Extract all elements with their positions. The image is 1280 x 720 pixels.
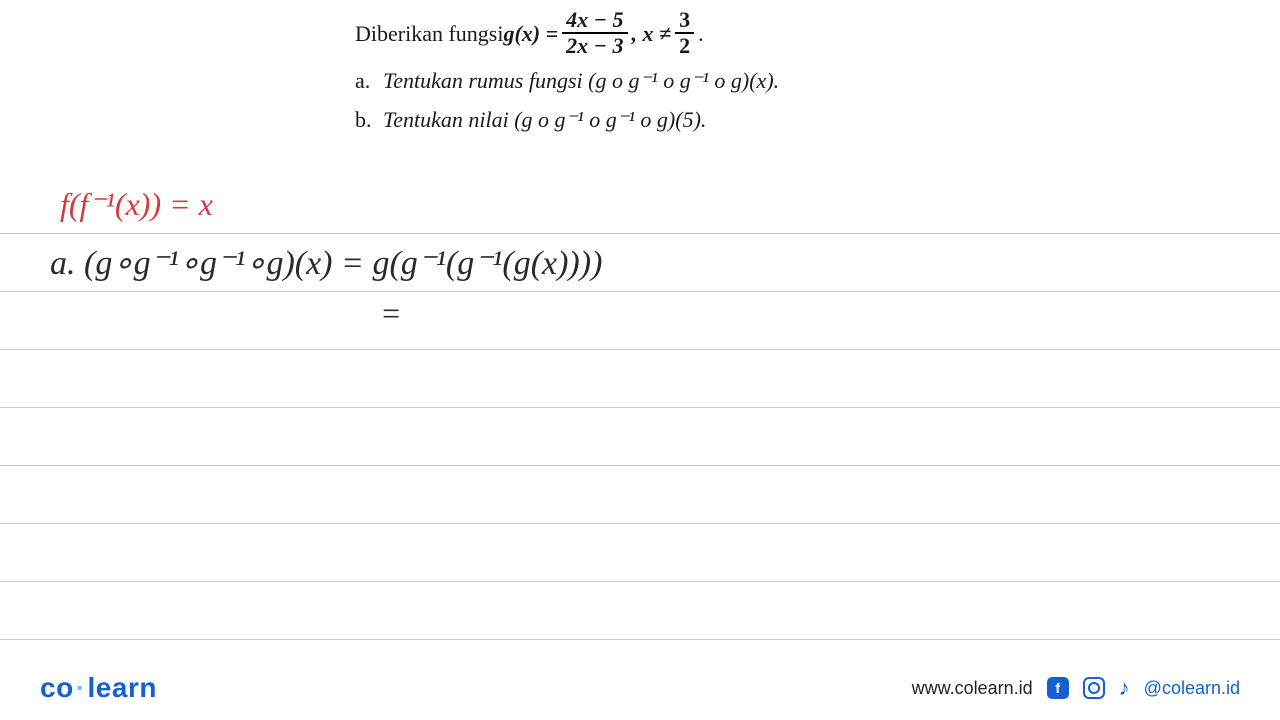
frac-num: 4x − 5 <box>562 8 627 34</box>
ruled-line <box>0 639 1280 640</box>
label-a: a. <box>355 64 383 97</box>
brand-left: co <box>40 672 74 703</box>
ruled-line <box>0 407 1280 408</box>
text-b: Tentukan nilai (g o g⁻¹ o g⁻¹ o g)(5). <box>383 103 706 136</box>
footer-url: www.colearn.id <box>912 678 1033 699</box>
instagram-icon <box>1083 677 1105 699</box>
func-lhs: g(x) = <box>503 17 558 50</box>
frac2-num: 3 <box>675 8 694 34</box>
frac2-den: 2 <box>675 34 694 58</box>
footer-handle: @colearn.id <box>1144 678 1240 699</box>
intro-prefix: Diberikan fungsi <box>355 17 503 50</box>
brand-right: learn <box>88 672 157 703</box>
problem-statement: Diberikan fungsi g(x) = 4x − 5 2x − 3 , … <box>355 8 975 142</box>
ruled-line <box>0 523 1280 524</box>
problem-line-b: b. Tentukan nilai (g o g⁻¹ o g⁻¹ o g)(5)… <box>355 103 975 136</box>
fraction-main: 4x − 5 2x − 3 <box>562 8 627 58</box>
ruled-line <box>0 465 1280 466</box>
brand-logo: co·learn <box>40 672 157 704</box>
problem-line-intro: Diberikan fungsi g(x) = 4x − 5 2x − 3 , … <box>355 8 975 58</box>
intro-mid: , x ≠ <box>632 17 672 50</box>
ruled-line <box>0 349 1280 350</box>
text-a: Tentukan rumus fungsi (g o g⁻¹ o g⁻¹ o g… <box>383 64 779 97</box>
frac-den: 2x − 3 <box>562 34 627 58</box>
handwriting-red-identity: f(f⁻¹(x)) = x <box>60 185 213 223</box>
ruled-line <box>0 291 1280 292</box>
problem-line-a: a. Tentukan rumus fungsi (g o g⁻¹ o g⁻¹ … <box>355 64 975 97</box>
handwriting-black-equals: = <box>380 295 402 332</box>
fraction-3-2: 3 2 <box>675 8 694 58</box>
facebook-icon: f <box>1047 677 1069 699</box>
ruled-line <box>0 233 1280 234</box>
label-b: b. <box>355 103 383 136</box>
footer: co·learn www.colearn.id f ♪ @colearn.id <box>0 664 1280 720</box>
ruled-line <box>0 581 1280 582</box>
brand-separator-icon: · <box>76 672 86 703</box>
handwriting-black-line-a: a. (g∘g⁻¹∘g⁻¹∘g)(x) = g(g⁻¹(g⁻¹(g(x)))) <box>50 243 602 283</box>
page-root: Diberikan fungsi g(x) = 4x − 5 2x − 3 , … <box>0 0 1280 720</box>
tiktok-icon: ♪ <box>1119 675 1130 701</box>
lined-paper: f(f⁻¹(x)) = x a. (g∘g⁻¹∘g⁻¹∘g)(x) = g(g⁻… <box>0 175 1280 660</box>
intro-end: . <box>698 17 704 50</box>
footer-right: www.colearn.id f ♪ @colearn.id <box>912 675 1240 701</box>
